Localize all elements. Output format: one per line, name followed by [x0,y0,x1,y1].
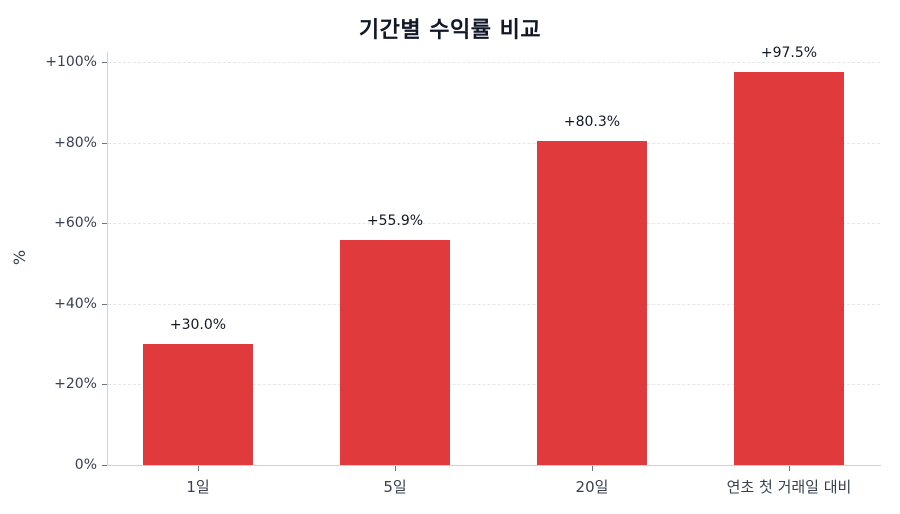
x-tick-label: 5일 [383,478,407,496]
y-tick-mark [102,303,107,305]
x-tick-label: 1일 [186,478,210,496]
bar [537,141,647,465]
x-tick-label: 20일 [575,478,609,496]
gridline [108,303,880,305]
x-tick-label: 연초 첫 거래일 대비 [726,478,852,496]
y-tick-label: +80% [54,134,97,151]
gridline [108,62,880,63]
y-tick-label: +20% [54,376,97,393]
y-tick-label: 0% [74,457,97,473]
bar-value-label: +30.0% [169,317,227,334]
bar [143,344,253,465]
y-tick-label: +100% [45,54,97,70]
x-tick-mark [789,466,790,471]
y-tick-mark [102,384,107,386]
bar-value-label: +55.9% [366,212,424,229]
y-tick-label: +60% [54,215,97,232]
y-axis-label: % [10,249,30,266]
y-tick-label: +40% [54,295,97,312]
y-axis-line [107,52,108,466]
gridline [108,384,880,386]
bar [734,72,844,465]
bar [340,239,450,465]
y-tick-mark [102,223,107,225]
bar-value-label: +80.3% [563,114,621,131]
bar-value-label: +97.5% [760,45,818,62]
x-tick-mark [395,466,396,471]
y-tick-mark [102,142,107,144]
x-tick-mark [592,466,593,471]
y-tick-mark [102,465,107,466]
gridline [108,223,880,225]
x-tick-mark [198,466,199,471]
chart-title: 기간별 수익률 비교 [358,18,542,43]
y-tick-mark [102,62,107,63]
x-axis-line [107,465,881,466]
gridline [108,142,880,144]
